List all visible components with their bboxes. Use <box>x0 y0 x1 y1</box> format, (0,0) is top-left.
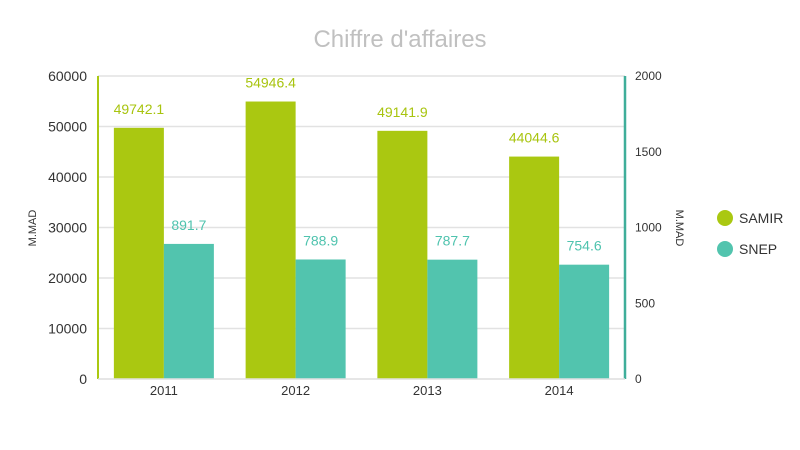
legend-label: SNEP <box>739 240 778 257</box>
bar-samir[interactable] <box>377 130 428 379</box>
legend-item-snep[interactable]: SNEP <box>717 233 783 264</box>
legend-item-samir[interactable]: SAMIR <box>717 202 783 233</box>
data-label-samir: 49742.1 <box>114 101 165 117</box>
x-tick-label: 2012 <box>281 383 310 398</box>
snep-dot-icon <box>717 240 733 257</box>
x-tick-label: 2013 <box>413 383 442 398</box>
data-label-samir: 44044.6 <box>509 130 560 146</box>
bar-samir[interactable] <box>245 101 296 379</box>
y-tick-left: 10000 <box>48 321 87 337</box>
bar-snep[interactable] <box>559 264 610 379</box>
y-tick-left: 30000 <box>48 220 87 236</box>
bar-samir[interactable] <box>509 156 560 379</box>
bar-samir[interactable] <box>113 127 164 379</box>
y-tick-right: 2000 <box>635 69 662 83</box>
data-labels: 49742.1 891.7 54946.4 788.9 49141.9 787.7 4404… <box>114 75 602 254</box>
x-tick-label: 2011 <box>150 383 178 398</box>
data-label-snep: 891.7 <box>171 217 206 233</box>
x-tick-label: 2014 <box>545 383 574 398</box>
legend: SAMIR SNEP <box>717 202 783 264</box>
bar-snep[interactable] <box>427 259 478 379</box>
y-tick-left: 0 <box>79 371 87 387</box>
data-label-snep: 788.9 <box>303 232 338 248</box>
bar-snep[interactable] <box>295 259 346 379</box>
y-tick-left: 40000 <box>48 169 87 185</box>
data-label-samir: 49141.9 <box>377 104 428 120</box>
data-label-samir: 54946.4 <box>245 75 296 91</box>
y-tick-right: 0 <box>635 372 642 386</box>
data-label-snep: 787.7 <box>435 233 470 249</box>
bar-snep[interactable] <box>163 243 214 379</box>
y-tick-left: 20000 <box>48 270 87 286</box>
samir-dot-icon <box>717 209 733 226</box>
y-tick-right: 1000 <box>635 221 662 235</box>
y-tick-left: 60000 <box>48 68 87 84</box>
data-label-snep: 754.6 <box>567 238 602 254</box>
y-tick-right: 500 <box>635 296 655 310</box>
bars <box>113 101 610 379</box>
legend-label: SAMIR <box>739 209 784 226</box>
y-axis-title-right: M.MAD <box>673 210 685 247</box>
y-axis-title-left: M.MAD <box>27 210 39 247</box>
chart-title: Chiffre d'affaires <box>313 26 487 53</box>
y-tick-right: 1500 <box>635 145 662 159</box>
axes: 0 10000 20000 30000 40000 50000 60000 0 500 1000 1… <box>27 68 685 398</box>
y-tick-left: 50000 <box>48 119 87 135</box>
